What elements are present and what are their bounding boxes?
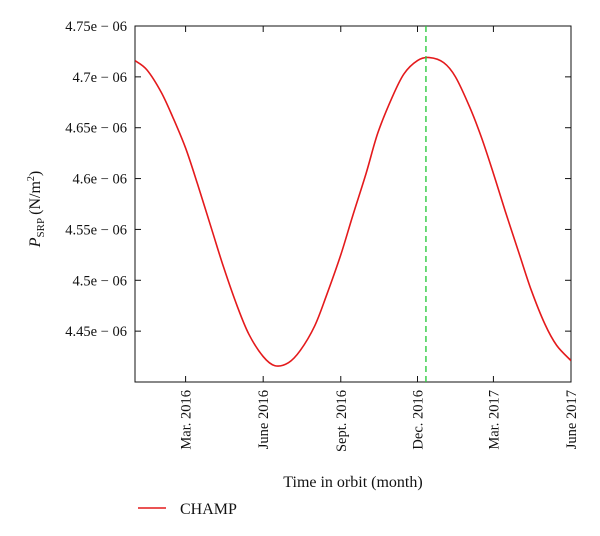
- x-tick-label: Mar. 2016: [179, 390, 195, 450]
- y-tick-label: 4.75e − 06: [65, 19, 127, 35]
- y-axis-title-unit: (N/m: [27, 181, 44, 215]
- x-tick-label: June 2016: [256, 390, 272, 449]
- x-tick-label: June 2017: [564, 390, 580, 449]
- y-tick-label: 4.5e − 06: [73, 273, 128, 289]
- x-tick-label: Mar. 2017: [486, 390, 502, 450]
- x-tick-label: Sept. 2016: [334, 390, 350, 452]
- y-tick-label: 4.6e − 06: [73, 172, 128, 188]
- plot-frame: [134, 25, 572, 383]
- plot-area-frame: [134, 25, 572, 383]
- series-layer: [135, 26, 571, 382]
- y-tick-label: 4.65e − 06: [65, 121, 127, 137]
- legend-label-champ: CHAMP: [180, 501, 237, 518]
- x-tick-label: Dec. 2016: [411, 390, 427, 450]
- y-tick-label: 4.45e − 06: [65, 324, 127, 340]
- y-axis-title-close: ): [27, 171, 44, 176]
- x-axis-title: Time in orbit (month): [283, 474, 422, 491]
- legend: CHAMP: [138, 501, 237, 518]
- y-axis-title-sub: SRP: [35, 218, 47, 238]
- y-axis-title: PSRP (N/m2): [26, 171, 47, 248]
- y-tick-label: 4.7e − 06: [73, 70, 128, 86]
- y-axis: 4.45e − 06 4.5e − 06 4.55e − 06 4.6e − 06 4.…: [65, 19, 571, 340]
- series-line-champ: [135, 56, 571, 367]
- y-axis-title-unit-sup: 2: [26, 176, 37, 181]
- x-axis: Mar. 2016 June 2016 Sept. 2016 Dec. 2016 Mar…: [179, 26, 580, 452]
- y-axis-title-main: P: [27, 237, 44, 248]
- y-tick-label: 4.55e − 06: [65, 222, 127, 238]
